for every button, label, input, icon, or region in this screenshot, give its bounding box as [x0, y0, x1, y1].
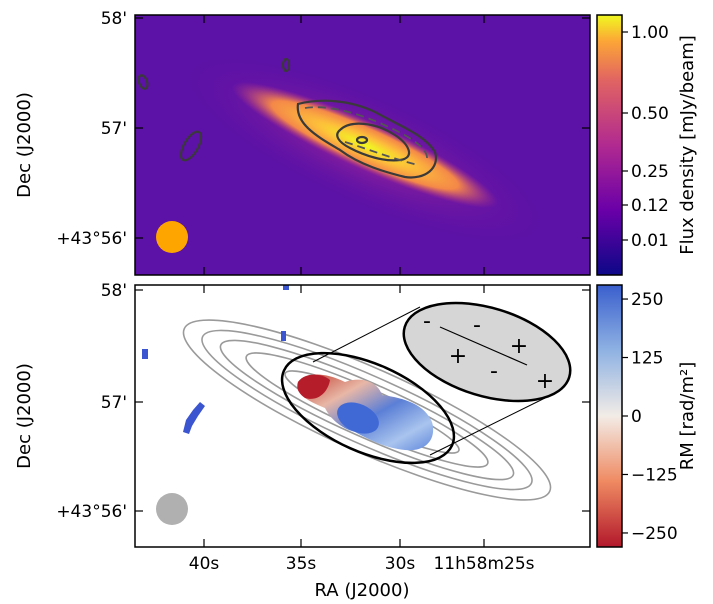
rm-colorbar-label: RM [rad/m²] [677, 362, 698, 470]
y-tick-label: +43°56' [56, 229, 127, 249]
top-beam [156, 221, 188, 253]
flux-colorbar-label: Flux density [mJy/beam] [677, 35, 698, 255]
bottom-y-ticks: 58' 57' +43°56' [56, 281, 590, 522]
inset-ellipse [402, 301, 572, 403]
top-frame [134, 14, 591, 276]
rm-colorbar-ticks: 250 125 0 −125 −250 [622, 290, 678, 544]
rm-blob-core [337, 402, 379, 434]
bottom-xlabel: RA (J2000) [315, 580, 410, 600]
colorbar-tick-label: 125 [631, 349, 663, 369]
rm-colorbar-scale [596, 284, 623, 548]
inset-sign: - [423, 309, 431, 334]
bottom-panel: - - - + + + 58' 57' +43°56' 40s 35s 30s 11h58… [14, 281, 591, 601]
x-tick-label: 11h58m25s [433, 554, 534, 574]
y-tick-label: +43°56' [56, 502, 127, 522]
inset-sign: + [510, 334, 528, 359]
bottom-colorbar: 250 125 0 −125 −250 RM [rad/m²] [596, 284, 698, 548]
colorbar-tick-label: 0.01 [631, 231, 669, 251]
colorbar-tick-label: 250 [631, 290, 663, 310]
bottom-beam [156, 493, 188, 525]
inset-sign: + [536, 369, 554, 394]
rm-blob-red-tip [297, 374, 330, 399]
colorbar-tick-label: −125 [631, 465, 678, 485]
rm-region-ellipse [280, 351, 456, 465]
bottom-x-ticks: 40s 35s 30s 11h58m25s [189, 285, 535, 574]
colorbar-tick-label: 0 [631, 407, 642, 427]
inset-signs: - - - + + + [423, 309, 554, 394]
bottom-ylabel: Dec (J2000) [14, 363, 35, 469]
inset-sign: + [449, 344, 467, 369]
inset-sign: - [490, 359, 498, 384]
colorbar-tick-label: 1.00 [631, 23, 669, 43]
top-ylabel: Dec (J2000) [14, 92, 35, 198]
flux-dashed-contours [304, 106, 428, 166]
y-tick-label: 57' [101, 119, 127, 139]
flux-colorbar-ticks: 1.00 0.50 0.25 0.12 0.01 [622, 23, 669, 251]
zoom-inset: - - - + + + [402, 301, 572, 403]
colorbar-tick-label: 0.25 [631, 162, 669, 182]
bottom-frame [134, 284, 591, 548]
zoom-line-lower [429, 397, 546, 456]
x-tick-label: 35s [286, 554, 317, 574]
colorbar-tick-label: −250 [631, 524, 678, 544]
zoom-line-upper [312, 306, 421, 363]
y-tick-label: 57' [101, 393, 127, 413]
inset-axis-line [439, 326, 528, 366]
rm-specks [142, 285, 289, 434]
flux-colorbar-scale [596, 14, 623, 276]
inset-sign: - [473, 313, 481, 338]
x-tick-label: 40s [189, 554, 220, 574]
colorbar-tick-label: 0.50 [631, 104, 669, 124]
top-colorbar: 1.00 0.50 0.25 0.12 0.01 Flux density [mJy/b… [596, 14, 698, 276]
x-tick-label: 30s [385, 554, 416, 574]
colorbar-tick-label: 0.12 [631, 196, 669, 216]
top-panel: 58' 57' +43°56' Dec (J2000) [14, 9, 591, 276]
y-tick-label: 58' [101, 281, 127, 301]
top-y-ticks: 58' 57' +43°56' [56, 9, 590, 275]
y-tick-label: 58' [101, 9, 127, 29]
